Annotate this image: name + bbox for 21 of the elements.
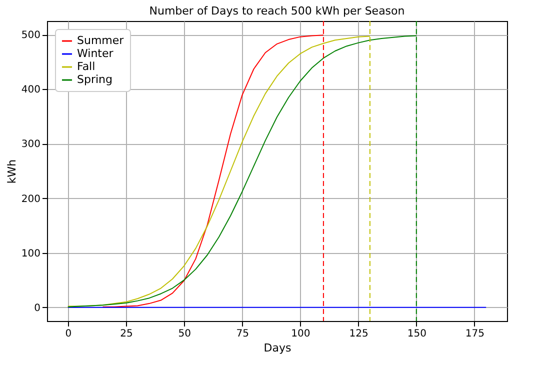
y-tick-label: 400 — [21, 84, 40, 96]
x-tick-label: 50 — [178, 328, 191, 340]
y-tick-label: 100 — [21, 248, 40, 260]
y-axis-title: kWh — [5, 159, 18, 184]
y-tick-label: 500 — [21, 30, 40, 42]
legend-label: Spring — [77, 73, 112, 86]
y-tick-label: 200 — [21, 194, 40, 205]
y-tick-label: 0 — [34, 302, 40, 314]
x-tick-label: 150 — [407, 328, 426, 340]
x-tick-label: 175 — [465, 328, 485, 340]
x-tick-label: 0 — [65, 328, 72, 340]
y-tick-label: 300 — [21, 139, 40, 150]
x-tick-label: 125 — [349, 328, 368, 340]
x-tick-label: 75 — [236, 328, 250, 340]
chart-title: Number of Days to reach 500 kWh per Season — [149, 4, 405, 18]
x-axis-title: Days — [264, 342, 292, 354]
legend-label: Winter — [77, 47, 114, 60]
legend-label: Summer — [77, 34, 124, 47]
legend-label: Fall — [77, 60, 96, 73]
x-tick-label: 100 — [291, 328, 310, 340]
x-tick-label: 25 — [120, 328, 133, 340]
